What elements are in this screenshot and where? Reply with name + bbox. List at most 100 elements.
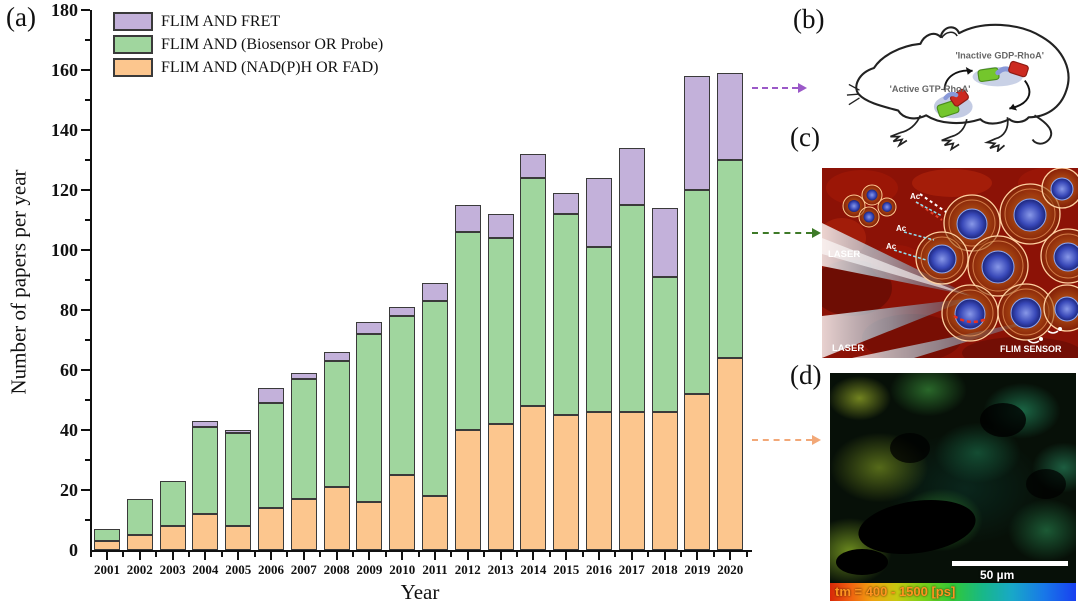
x-axis-minor-tick: [483, 552, 486, 557]
x-axis-tick: [204, 552, 207, 560]
x-axis-minor-tick: [581, 552, 584, 557]
arrow-to-panel-d: [752, 435, 821, 445]
bar-segment-2006: [258, 403, 284, 508]
y-axis-tick: [85, 339, 90, 341]
x-axis-minor-tick: [352, 552, 354, 557]
x-axis-tick: [335, 552, 338, 560]
bar-segment-2012: [454, 430, 481, 550]
bar-segment-2011: [422, 496, 448, 550]
panel-d-flim-image: 50 µm tm = 400 - 1500 [ps]: [830, 373, 1076, 601]
panel-c-illustration: Ac Ac Ac LASER LASER FLIM SENSOR: [812, 167, 1080, 369]
x-axis-tick-label: 2004: [192, 562, 219, 577]
bar-segment-2007: [290, 373, 317, 379]
bar-segment-2009: [356, 322, 383, 334]
x-axis-tick-label: 2003: [159, 562, 186, 577]
arrowhead-orange: [812, 435, 821, 445]
x-axis-minor-tick: [220, 552, 223, 557]
x-axis-tick-label: 2009: [356, 562, 383, 577]
mouse-outline: [855, 23, 1070, 125]
y-axis-tick: [85, 99, 90, 101]
x-axis-minor-tick: [319, 552, 322, 557]
bar-segment-2017: [618, 412, 645, 550]
legend-label-biosensor: FLIM AND (Biosensor OR Probe): [161, 35, 384, 53]
x-axis-minor-tick: [614, 552, 617, 557]
active-gtp-rhoa-molecule: [933, 88, 973, 119]
dark-blob-small: [836, 549, 888, 575]
x-axis-tick: [696, 552, 699, 560]
y-axis-tick: [81, 309, 90, 311]
bar-segment-2003: [159, 526, 186, 550]
bar-segment-2015: [553, 415, 580, 550]
x-axis-title: Year: [400, 580, 440, 604]
bar-segment-2003: [159, 481, 186, 526]
y-axis-tick: [85, 219, 90, 221]
y-axis-tick-label: 180: [51, 0, 78, 20]
x-axis-tick-label: 2015: [553, 562, 580, 577]
laser-label-top: LASER: [828, 249, 860, 260]
laser-beam-bottom-2: [852, 318, 1044, 358]
x-axis-tick: [598, 552, 600, 560]
x-axis-minor-tick: [253, 552, 256, 557]
x-axis-tick-label: 2017: [618, 562, 645, 577]
y-axis-tick: [81, 9, 90, 11]
scale-bar: [952, 561, 1068, 566]
x-axis-minor-tick: [516, 552, 518, 557]
y-axis-tick: [85, 39, 90, 41]
bar-segment-2011: [422, 301, 448, 496]
y-axis-tick-label: 40: [60, 420, 78, 440]
bar-segment-2019: [684, 76, 711, 190]
bar-segment-2010: [389, 475, 416, 550]
x-axis-tick: [138, 552, 141, 560]
y-axis-tick-label: 0: [69, 540, 78, 560]
arrowhead-purple: [798, 83, 807, 93]
x-axis-minor-tick: [122, 552, 125, 557]
bar-segment-2012: [454, 205, 481, 232]
dark-blob-3: [890, 433, 930, 463]
ac-label-3: Ac: [886, 242, 897, 251]
y-axis-tick: [85, 519, 90, 521]
laser-label-bottom: LASER: [832, 343, 864, 354]
x-axis-tick: [532, 552, 535, 560]
small-cell-cluster: [842, 184, 897, 228]
y-axis-tick: [81, 369, 90, 371]
bar-segment-2010: [389, 307, 416, 316]
y-axis-tick-label: 160: [51, 60, 78, 80]
x-axis-tick: [434, 552, 436, 560]
panel-c-label: (c): [790, 122, 820, 152]
y-axis-tick-label: 100: [51, 240, 78, 260]
bar-segment-2012: [454, 232, 481, 430]
y-axis-tick: [85, 279, 90, 281]
x-axis-tick: [302, 552, 305, 560]
bar-segment-2018: [651, 208, 678, 277]
x-axis-tick: [401, 552, 404, 560]
y-axis-title: Number of papers per year: [6, 169, 31, 395]
x-axis-minor-tick: [89, 552, 92, 557]
panel-d-label: (d): [790, 360, 822, 390]
legend-item-fret: FLIM AND FRET: [113, 10, 383, 33]
bar-segment-2014: [520, 406, 547, 550]
x-axis-tick: [663, 552, 666, 560]
bar-segment-2006: [258, 508, 284, 550]
y-axis-tick-label: 60: [60, 360, 78, 380]
x-axis-tick-label: 2006: [258, 562, 284, 577]
x-axis-tick: [171, 552, 174, 560]
y-axis-tick-label: 80: [60, 300, 78, 320]
bar-segment-2015: [553, 214, 580, 415]
arrowhead-green: [812, 228, 821, 238]
bar-segment-2007: [290, 499, 317, 550]
x-axis-tick-label: 2019: [684, 562, 711, 577]
bar-segment-2008: [323, 352, 350, 361]
y-axis-tick: [81, 69, 90, 71]
bar-segment-2013: [487, 214, 514, 238]
bar-segment-2005: [225, 430, 252, 433]
ac-label-2: Ac: [896, 224, 907, 233]
cell-cluster: [915, 167, 1080, 342]
y-axis-tick: [85, 159, 90, 161]
bar-segment-2004: [192, 514, 219, 550]
bar-segment-2002: [126, 499, 153, 535]
lifetime-colorbar-label: tm = 400 - 1500 [ps]: [835, 584, 956, 599]
bar-segment-2014: [520, 154, 547, 178]
legend-label-nadph: FLIM AND (NAD(P)H OR FAD): [161, 58, 379, 76]
bar-segment-2001: [94, 541, 120, 550]
bar-segment-2018: [651, 412, 678, 550]
